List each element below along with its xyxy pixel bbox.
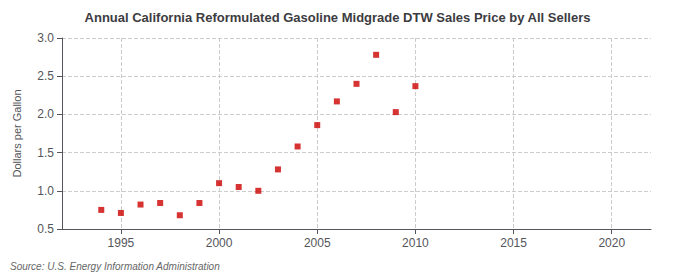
svg-text:Dollars per Gallon: Dollars per Gallon: [11, 89, 23, 177]
svg-text:3.0: 3.0: [37, 31, 54, 45]
svg-text:2020: 2020: [598, 236, 625, 250]
svg-text:2005: 2005: [304, 236, 331, 250]
svg-text:2.5: 2.5: [37, 69, 54, 83]
svg-text:0.5: 0.5: [37, 222, 54, 236]
svg-text:2015: 2015: [500, 236, 527, 250]
svg-text:1995: 1995: [108, 236, 135, 250]
svg-text:Annual California Reformulated: Annual California Reformulated Gasoline …: [85, 10, 591, 25]
svg-text:2010: 2010: [402, 236, 429, 250]
svg-text:1.0: 1.0: [37, 184, 54, 198]
svg-text:2.0: 2.0: [37, 107, 54, 121]
svg-text:2000: 2000: [206, 236, 233, 250]
svg-text:Source: U.S. Energy Informatio: Source: U.S. Energy Information Administ…: [10, 261, 220, 272]
svg-text:1.5: 1.5: [37, 146, 54, 160]
